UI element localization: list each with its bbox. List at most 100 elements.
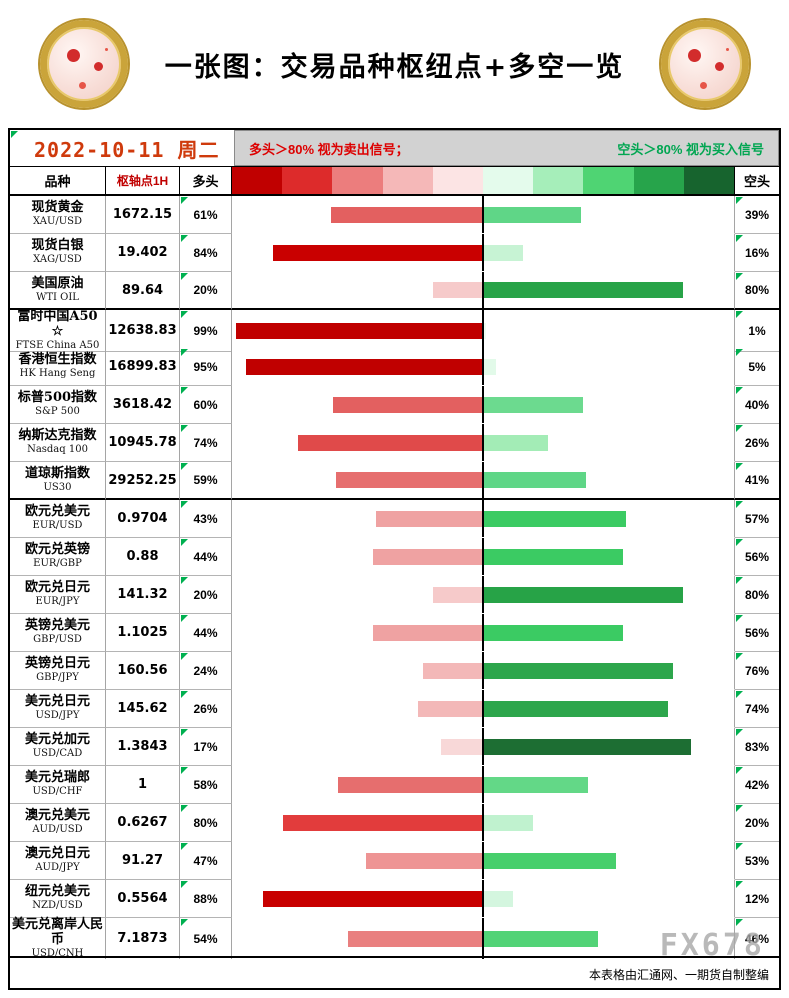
comment-triangle-icon: [181, 273, 188, 280]
comment-triangle-icon: [736, 805, 743, 812]
comment-triangle-icon: [181, 577, 188, 584]
instrument-name-cn: 标普500指数: [17, 390, 98, 406]
scale-swatch: [683, 167, 735, 194]
instrument-name-cn: 美元兑日元: [24, 694, 90, 710]
bar-area: [232, 386, 735, 424]
instrument-name-cn: 纳斯达克指数: [18, 428, 97, 444]
comment-triangle-icon: [736, 919, 743, 926]
instrument-ticker: FTSE China A50: [15, 339, 100, 351]
instrument-name: 欧元兑美元 EUR/USD: [10, 500, 106, 538]
comment-triangle-icon: [181, 615, 188, 622]
bar-area: [232, 652, 735, 690]
comment-triangle-icon: [736, 501, 743, 508]
table-row: 澳元兑日元 AUD/JPY 91.27 47% 53%: [10, 842, 779, 880]
long-bar: [333, 396, 483, 413]
comment-triangle-icon: [736, 729, 743, 736]
scale-swatch: [432, 167, 483, 194]
comment-triangle-icon: [181, 729, 188, 736]
scale-swatch: [332, 167, 383, 194]
comment-triangle-icon: [736, 425, 743, 432]
long-pct-value: 58%: [180, 766, 232, 804]
pivot-value: 1.1025: [106, 614, 180, 652]
short-bar: [483, 548, 623, 565]
pivot-value: 145.62: [106, 690, 180, 728]
instrument-name-cn: 欧元兑美元: [24, 504, 90, 520]
short-bar: [483, 738, 691, 755]
decorative-coin-flower-icon-right: [661, 20, 749, 108]
short-bar: [483, 396, 583, 413]
pivot-value: 29252.25: [106, 462, 180, 500]
short-pct-value: 16%: [735, 234, 779, 272]
instrument-name-cn: 美元兑加元: [24, 732, 90, 748]
long-pct-value: 80%: [180, 804, 232, 842]
long-bar: [440, 738, 483, 755]
table-row: 现货黄金 XAU/USD 1672.15 61% 39%: [10, 196, 779, 234]
instrument-ticker: GBP/JPY: [36, 672, 79, 684]
short-bar: [483, 776, 588, 793]
table-header: 品种 枢轴点1H 多头 空头: [10, 166, 779, 196]
table-row: 欧元兑美元 EUR/USD 0.9704 43% 57%: [10, 500, 779, 538]
comment-triangle-icon: [181, 197, 188, 204]
short-bar: [483, 206, 581, 223]
long-bar: [433, 282, 483, 298]
instrument-name-cn: 美国原油: [31, 275, 84, 291]
instrument-name: 纳斯达克指数 Nasdaq 100: [10, 424, 106, 462]
instrument-ticker: S&P 500: [35, 406, 80, 418]
instrument-name-cn: 澳元兑日元: [24, 846, 90, 862]
comment-triangle-icon: [181, 235, 188, 242]
comment-triangle-icon: [181, 349, 188, 356]
long-bar: [348, 930, 483, 947]
long-bar: [375, 510, 483, 527]
legend-long-rule: 多头＞80% 视为卖出信号；: [249, 141, 409, 157]
pivot-value: 7.1873: [106, 918, 180, 960]
instrument-ticker: USD/CNH: [31, 947, 84, 959]
instrument-ticker: EUR/JPY: [35, 596, 80, 608]
scale-swatch: [633, 167, 684, 194]
instrument-name: 标普500指数 S&P 500: [10, 386, 106, 424]
instrument-name: 道琼斯指数 US30: [10, 462, 106, 500]
short-bar: [483, 930, 598, 947]
short-pct-value: 83%: [735, 728, 779, 766]
short-bar: [483, 510, 626, 527]
comment-triangle-icon: [181, 691, 188, 698]
bar-area: [232, 500, 735, 538]
pivot-table-sheet: 2022-10-11 周二 多头＞80% 视为卖出信号； 空头＞80% 视为买入…: [8, 128, 781, 990]
comment-triangle-icon: [736, 653, 743, 660]
comment-triangle-icon: [736, 539, 743, 546]
pivot-value: 16899.83: [106, 348, 180, 386]
instrument-name: 美元兑瑞郎 USD/CHF: [10, 766, 106, 804]
bar-area: [232, 690, 735, 728]
pivot-value: 1672.15: [106, 196, 180, 234]
table-row: 香港恒生指数 HK Hang Seng 16899.83 95% 5%: [10, 348, 779, 386]
comment-triangle-icon: [181, 539, 188, 546]
instrument-name-cn: 现货黄金: [31, 200, 84, 216]
scale-swatch: [483, 167, 534, 194]
table-row: 美元兑离岸人民币 USD/CNH 7.1873 54% 46%: [10, 917, 779, 960]
instrument-name: 欧元兑英镑 EUR/GBP: [10, 538, 106, 576]
short-bar: [483, 700, 668, 717]
instrument-ticker: Nasdaq 100: [27, 444, 88, 456]
table-body: 现货黄金 XAU/USD 1672.15 61% 39% 现货白银 XAG/USD 19.40…: [10, 196, 779, 960]
comment-triangle-icon: [736, 197, 743, 204]
table-row: 美元兑日元 USD/JPY 145.62 26% 74%: [10, 690, 779, 728]
short-pct-value: 41%: [735, 462, 779, 500]
instrument-ticker: AUD/USD: [32, 824, 83, 836]
color-scale: [231, 167, 735, 194]
comment-triangle-icon: [181, 463, 188, 470]
comment-triangle-icon: [736, 843, 743, 850]
pivot-value: 3618.42: [106, 386, 180, 424]
table-row: 纽元兑美元 NZD/USD 0.5564 88% 12%: [10, 880, 779, 918]
pivot-value: 1.3843: [106, 728, 180, 766]
long-bar: [433, 586, 483, 603]
long-bar: [423, 662, 483, 679]
short-bar: [483, 624, 623, 641]
long-bar: [335, 472, 483, 488]
instrument-ticker: EUR/USD: [32, 520, 83, 532]
long-bar: [263, 890, 483, 907]
instrument-ticker: EUR/GBP: [33, 558, 82, 570]
long-pct-value: 44%: [180, 614, 232, 652]
long-pct-value: 20%: [180, 272, 232, 310]
comment-triangle-icon: [181, 653, 188, 660]
bar-area: [232, 234, 735, 272]
long-bar: [298, 434, 483, 451]
